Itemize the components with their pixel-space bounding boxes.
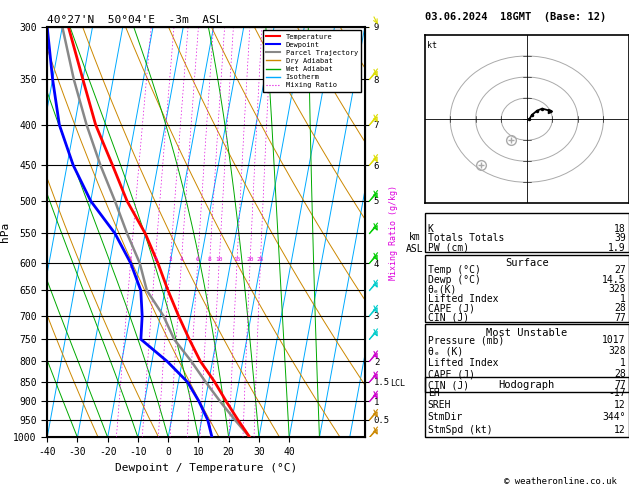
- Y-axis label: km
ASL: km ASL: [406, 232, 424, 254]
- Text: 03.06.2024  18GMT  (Base: 12): 03.06.2024 18GMT (Base: 12): [425, 12, 606, 22]
- Text: PW (cm): PW (cm): [428, 243, 469, 253]
- Text: -17: -17: [608, 387, 626, 398]
- Text: 18: 18: [614, 224, 626, 234]
- Text: 27: 27: [614, 265, 626, 276]
- Text: StmSpd (kt): StmSpd (kt): [428, 425, 493, 435]
- Text: 344°: 344°: [603, 413, 626, 422]
- Text: EH: EH: [428, 387, 440, 398]
- Y-axis label: hPa: hPa: [1, 222, 11, 242]
- Text: CAPE (J): CAPE (J): [428, 369, 475, 379]
- Text: SREH: SREH: [428, 400, 451, 410]
- Text: 10: 10: [215, 257, 223, 261]
- Text: 14.5: 14.5: [603, 275, 626, 285]
- Text: θₑ (K): θₑ (K): [428, 347, 463, 357]
- Text: 3: 3: [169, 257, 172, 261]
- X-axis label: Dewpoint / Temperature (°C): Dewpoint / Temperature (°C): [115, 463, 297, 473]
- Text: 12: 12: [614, 400, 626, 410]
- Text: 6: 6: [196, 257, 199, 261]
- Text: CIN (J): CIN (J): [428, 381, 469, 390]
- Text: 40°27'N  50°04'E  -3m  ASL: 40°27'N 50°04'E -3m ASL: [47, 15, 223, 25]
- Text: 77: 77: [614, 312, 626, 323]
- Text: CIN (J): CIN (J): [428, 312, 469, 323]
- Text: Mixing Ratio (g/kg): Mixing Ratio (g/kg): [389, 185, 398, 279]
- Text: 1.9: 1.9: [608, 243, 626, 253]
- Text: Hodograph: Hodograph: [499, 380, 555, 390]
- Text: CAPE (J): CAPE (J): [428, 303, 475, 313]
- Text: θₑ(K): θₑ(K): [428, 284, 457, 295]
- Text: Most Unstable: Most Unstable: [486, 328, 567, 338]
- Text: 12: 12: [614, 425, 626, 435]
- Text: 39: 39: [614, 233, 626, 243]
- Text: 1: 1: [620, 294, 626, 304]
- Text: 2: 2: [153, 257, 157, 261]
- Text: Surface: Surface: [505, 258, 548, 268]
- Text: Dewp (°C): Dewp (°C): [428, 275, 481, 285]
- Text: 4: 4: [179, 257, 183, 261]
- Text: 1: 1: [129, 257, 133, 261]
- Text: 328: 328: [608, 284, 626, 295]
- Text: Totals Totals: Totals Totals: [428, 233, 504, 243]
- Text: 77: 77: [614, 381, 626, 390]
- Text: Temp (°C): Temp (°C): [428, 265, 481, 276]
- Text: 1: 1: [620, 358, 626, 368]
- Text: Lifted Index: Lifted Index: [428, 294, 498, 304]
- Text: StmDir: StmDir: [428, 413, 463, 422]
- Text: © weatheronline.co.uk: © weatheronline.co.uk: [504, 477, 616, 486]
- Text: 15: 15: [233, 257, 241, 261]
- Text: kt: kt: [427, 40, 437, 50]
- Text: K: K: [428, 224, 433, 234]
- Legend: Temperature, Dewpoint, Parcel Trajectory, Dry Adiabat, Wet Adiabat, Isotherm, Mi: Temperature, Dewpoint, Parcel Trajectory…: [263, 30, 361, 92]
- Text: 328: 328: [608, 347, 626, 357]
- Text: 20: 20: [247, 257, 253, 261]
- Text: 25: 25: [257, 257, 264, 261]
- Text: Lifted Index: Lifted Index: [428, 358, 498, 368]
- Text: LCL: LCL: [390, 380, 405, 388]
- Text: 8: 8: [208, 257, 211, 261]
- Text: 28: 28: [614, 303, 626, 313]
- Text: 28: 28: [614, 369, 626, 379]
- Text: 1017: 1017: [603, 335, 626, 345]
- Text: Pressure (mb): Pressure (mb): [428, 335, 504, 345]
